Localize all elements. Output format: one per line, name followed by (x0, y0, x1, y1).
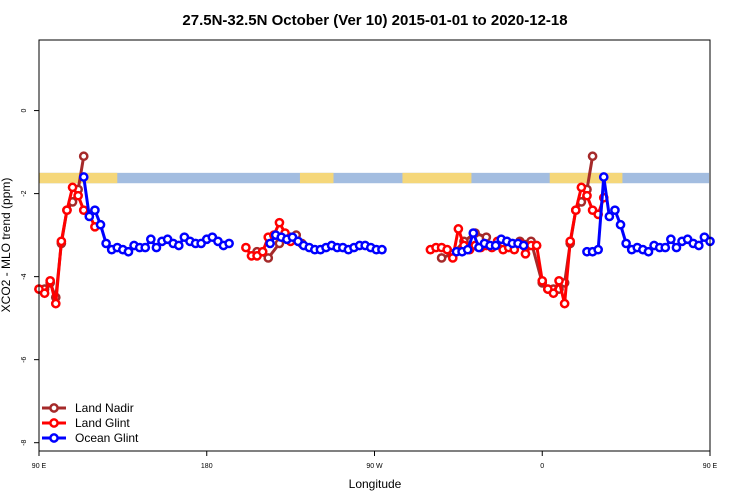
data-point (257, 246, 268, 257)
land-band-segment (299, 172, 334, 184)
data-point (576, 182, 587, 193)
series-line-segment (568, 209, 578, 242)
data-point (518, 240, 529, 251)
x-tick-label: 0 (540, 463, 544, 470)
data-point (666, 234, 676, 245)
data-point (621, 238, 631, 249)
y-tick-label: -2 (21, 190, 28, 196)
data-point (693, 240, 704, 251)
data-point (582, 190, 592, 201)
x-axis-label: Longitude (349, 477, 402, 491)
data-point (537, 275, 548, 286)
legend-marker (49, 418, 59, 428)
land-ocean-band (39, 172, 709, 184)
series-line-segment (535, 245, 544, 282)
data-point (173, 240, 184, 251)
data-point (660, 242, 671, 253)
x-tick-label: 90 E (32, 463, 47, 470)
data-point (548, 288, 559, 299)
data-point (67, 182, 78, 193)
data-point (462, 244, 473, 255)
land-band-segment (39, 172, 118, 184)
land-band-segment (549, 172, 623, 184)
data-point (587, 151, 598, 162)
data-point (436, 253, 447, 263)
data-point (224, 238, 234, 249)
x-tick-label: 180 (201, 463, 213, 470)
data-point (101, 238, 111, 249)
data-point (468, 228, 479, 238)
data-point (95, 219, 106, 230)
series-line-segment (585, 155, 595, 190)
data-point (377, 244, 387, 255)
data-point (565, 236, 576, 247)
data-point (615, 219, 626, 230)
series-line-segment (54, 241, 63, 304)
data-point (78, 151, 89, 162)
y-axis-ticks: 0 -2 -4 -6 -8 (21, 109, 39, 446)
ocean-band (40, 172, 709, 184)
data-point (84, 211, 95, 222)
series-line-segment (596, 176, 606, 250)
x-axis-ticks: 90 E 180 90 W 0 90 E (32, 451, 718, 470)
legend-label: Ocean Glint (75, 431, 139, 445)
data-point (453, 224, 464, 234)
data-point (78, 172, 89, 182)
series-2 (78, 172, 715, 257)
data-point (241, 242, 251, 253)
data-point (531, 240, 542, 251)
legend-label: Land Glint (75, 416, 130, 430)
data-point (90, 205, 100, 216)
series-line-segment (602, 176, 611, 217)
data-point (442, 244, 453, 255)
data-point (671, 242, 682, 253)
data-point (56, 236, 67, 247)
data-point (73, 190, 83, 201)
y-axis-label: XCO2 - MLO trend (ppm) (0, 178, 13, 313)
data-point (62, 205, 72, 216)
data-point (123, 246, 134, 257)
series-line-segment (59, 209, 69, 242)
data-point (604, 211, 615, 222)
data-point (490, 240, 501, 251)
y-tick-label: -8 (21, 439, 28, 445)
data-point (610, 205, 620, 216)
data-point (265, 238, 275, 249)
data-point (593, 244, 604, 255)
data-point (263, 253, 274, 263)
legend-marker (49, 433, 59, 443)
x-tick-label: 90 E (703, 463, 718, 470)
y-tick-label: -6 (21, 356, 28, 362)
data-point (554, 275, 564, 286)
data-point (274, 217, 285, 228)
data-point (45, 275, 56, 286)
y-tick-label: 0 (21, 109, 28, 113)
x-tick-label: 90 W (366, 463, 383, 470)
legend-marker (49, 403, 59, 413)
chart-title: 27.5N-32.5N October (Ver 10) 2015-01-01 … (182, 12, 567, 29)
land-band-segment (402, 172, 472, 184)
series-line-segment (563, 241, 572, 304)
data-point (570, 205, 581, 216)
data-point (50, 298, 61, 309)
legend-label: Land Nadir (75, 401, 134, 415)
data-point (39, 288, 50, 299)
series-line-segment (82, 176, 91, 217)
data-point (140, 242, 151, 253)
data-point (598, 172, 609, 182)
series-line-segment (76, 155, 86, 190)
data-point (520, 248, 531, 259)
data-point (151, 242, 162, 253)
data-point (643, 246, 654, 257)
data-point (145, 234, 156, 245)
data-point (559, 298, 570, 309)
y-tick-label: -4 (21, 273, 28, 279)
